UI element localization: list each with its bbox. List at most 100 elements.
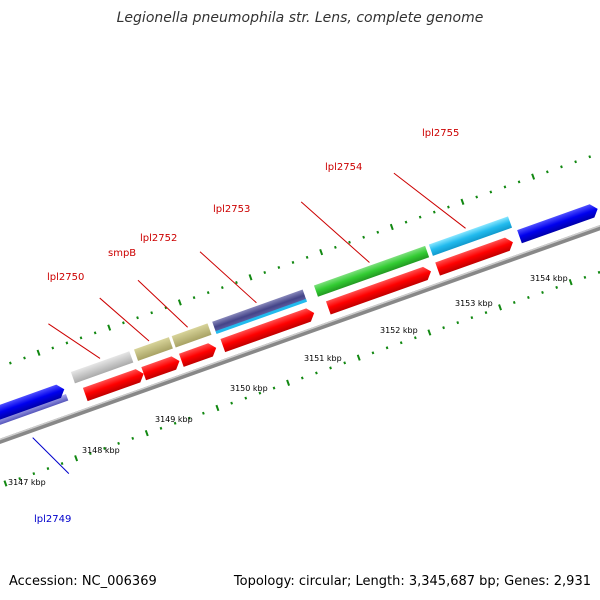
minor-tick bbox=[272, 386, 276, 390]
minor-tick bbox=[442, 326, 445, 330]
minor-tick bbox=[150, 311, 154, 315]
minor-tick bbox=[202, 411, 205, 415]
feature-lpl2749-forward[interactable] bbox=[0, 393, 69, 428]
minor-tick bbox=[263, 270, 267, 275]
leader-lpl2753 bbox=[199, 251, 257, 304]
minor-tick bbox=[470, 316, 474, 320]
cds-track bbox=[0, 202, 600, 426]
minor-tick bbox=[583, 275, 587, 279]
minor-tick bbox=[206, 291, 210, 295]
major-tick bbox=[74, 455, 79, 462]
kbp-label-3147: 3147 kbp bbox=[8, 478, 46, 487]
minor-tick bbox=[404, 220, 408, 224]
major-tick bbox=[3, 480, 8, 487]
gene-label-lpl2753[interactable]: lpl2753 bbox=[213, 204, 250, 215]
minor-tick bbox=[512, 301, 516, 305]
cds-lpl2755-arrow[interactable] bbox=[435, 236, 515, 276]
cds-lpl2752-arrow[interactable] bbox=[179, 341, 219, 367]
minor-tick bbox=[60, 462, 64, 466]
feature-lpl2755[interactable] bbox=[428, 216, 513, 256]
minor-tick bbox=[46, 467, 50, 471]
minor-tick bbox=[291, 260, 295, 264]
kbp-label-3151: 3151 kbp bbox=[304, 354, 342, 363]
major-tick bbox=[460, 198, 465, 205]
minor-tick bbox=[131, 436, 135, 440]
major-tick bbox=[144, 429, 149, 437]
cds-lpl2749-forward-arrow[interactable] bbox=[0, 383, 67, 426]
minor-tick bbox=[447, 205, 450, 209]
cds-lpl2750-arrow[interactable] bbox=[82, 367, 146, 402]
minor-tick bbox=[300, 376, 304, 380]
gene-label-smpb[interactable]: smpB bbox=[108, 248, 136, 259]
gene-label-lpl2752[interactable]: lpl2752 bbox=[140, 233, 177, 244]
minor-tick bbox=[376, 230, 380, 234]
genome-backbone bbox=[0, 207, 600, 448]
leader-lpl2749 bbox=[32, 437, 70, 474]
gene-label-lpl2754[interactable]: lpl2754 bbox=[325, 162, 362, 173]
major-tick bbox=[568, 278, 573, 286]
minor-tick bbox=[136, 316, 139, 320]
feature-lpl2753[interactable] bbox=[212, 289, 307, 334]
gene-label-lpl2749[interactable]: lpl2749 bbox=[34, 514, 71, 525]
minor-tick bbox=[517, 180, 521, 184]
feature-lpl2752[interactable] bbox=[171, 323, 212, 348]
major-tick bbox=[427, 329, 432, 336]
cds-forward-right-arrow[interactable] bbox=[517, 202, 600, 244]
feature-track bbox=[0, 216, 513, 428]
major-tick bbox=[248, 274, 253, 281]
minor-tick bbox=[574, 160, 577, 164]
minor-tick bbox=[220, 286, 224, 290]
minor-tick bbox=[65, 341, 69, 345]
minor-tick bbox=[329, 366, 332, 370]
minor-tick bbox=[88, 451, 92, 455]
leader-lpl2754 bbox=[300, 201, 370, 263]
gene-label-lpl2755[interactable]: lpl2755 bbox=[422, 128, 459, 139]
minor-tick bbox=[258, 391, 262, 395]
feature-lpl2753-cyan[interactable] bbox=[215, 298, 307, 334]
gene-labels: lpl2749 lpl2750 smpB lpl2752 lpl2753 lpl… bbox=[34, 128, 459, 525]
major-tick bbox=[286, 379, 291, 386]
genome-backbone-highlight bbox=[0, 207, 600, 444]
feature-smpb[interactable] bbox=[134, 337, 173, 361]
minor-tick bbox=[371, 351, 375, 355]
minor-tick bbox=[32, 472, 36, 476]
minor-tick bbox=[315, 371, 318, 375]
leader-lpl2750 bbox=[48, 323, 101, 359]
minor-tick bbox=[503, 185, 507, 189]
major-tick bbox=[319, 248, 324, 256]
minor-tick bbox=[348, 240, 351, 244]
major-tick bbox=[177, 299, 182, 306]
minor-tick bbox=[475, 195, 479, 199]
feature-lpl2750[interactable] bbox=[70, 351, 134, 384]
minor-tick bbox=[399, 341, 403, 345]
minor-tick bbox=[541, 290, 544, 294]
minor-tick bbox=[277, 265, 281, 269]
kbp-label-3152: 3152 kbp bbox=[380, 326, 418, 335]
gene-label-lpl2750[interactable]: lpl2750 bbox=[47, 272, 84, 283]
topology-label: Topology: circular; Length: 3,345,687 bp… bbox=[233, 574, 591, 589]
major-tick bbox=[498, 304, 502, 311]
minor-tick bbox=[588, 155, 592, 159]
minor-tick bbox=[103, 446, 106, 450]
minor-tick bbox=[93, 331, 97, 335]
cds-lpl2753-arrow[interactable] bbox=[220, 306, 316, 353]
major-tick bbox=[215, 404, 220, 412]
minor-tick bbox=[418, 215, 422, 219]
leader-lpl2755 bbox=[393, 172, 466, 229]
cds-smpb-arrow[interactable] bbox=[141, 354, 181, 381]
feature-lpl2754[interactable] bbox=[313, 245, 430, 297]
minor-tick bbox=[159, 426, 163, 430]
outer-tick-track bbox=[9, 155, 592, 365]
minor-tick bbox=[343, 361, 347, 365]
kbp-label-3148: 3148 kbp bbox=[82, 446, 120, 455]
minor-tick bbox=[555, 285, 559, 289]
minor-tick bbox=[51, 346, 55, 350]
cds-lpl2754-arrow[interactable] bbox=[325, 265, 433, 315]
kbp-label-3150: 3150 kbp bbox=[230, 384, 268, 393]
major-tick bbox=[356, 354, 361, 361]
minor-tick bbox=[244, 396, 248, 400]
minor-tick bbox=[192, 296, 196, 300]
minor-tick bbox=[9, 361, 12, 365]
minor-tick bbox=[527, 295, 530, 300]
